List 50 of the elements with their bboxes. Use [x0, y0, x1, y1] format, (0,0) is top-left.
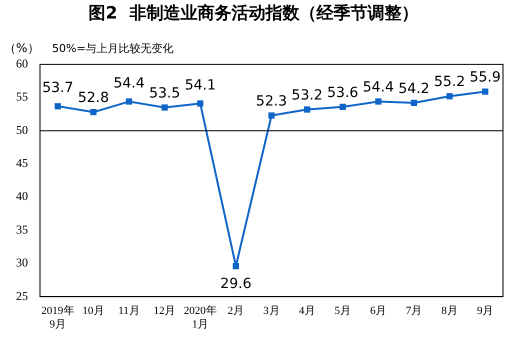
x-tick-label: 4月 — [298, 305, 316, 318]
x-tick-label: 10月 — [82, 305, 104, 318]
x-tick-label: 7月 — [406, 305, 422, 318]
data-label: 53.6 — [327, 84, 358, 101]
point — [126, 98, 132, 105]
x-tick-label: 5月 — [334, 305, 351, 318]
chart-title: 图2 非制造业商务活动指数（经季节调整） — [88, 4, 418, 24]
point — [54, 103, 61, 110]
y-tick-label: 45 — [16, 156, 28, 170]
y-axis-title: （%） — [4, 41, 40, 55]
data-label: 54.4 — [113, 76, 145, 92]
data-label: 55.2 — [434, 74, 466, 90]
data-label: 54.1 — [184, 78, 216, 94]
y-tick-label: 40 — [16, 189, 28, 204]
data-label: 55.9 — [470, 70, 501, 86]
point — [410, 100, 418, 106]
y-tick-label: 35 — [16, 222, 28, 236]
point — [90, 109, 97, 116]
point — [304, 106, 310, 113]
data-label: 54.4 — [362, 80, 394, 96]
x-tick-label: 9月 — [476, 305, 494, 318]
data-label: 52.3 — [256, 93, 288, 110]
x-tick-label: 3月 — [263, 305, 280, 318]
y-tick-label: 55 — [16, 90, 28, 104]
x-tick-label: 6月 — [370, 305, 387, 318]
data-label: 53.5 — [149, 86, 180, 102]
x-tick-label: 2月 — [228, 305, 244, 318]
point — [482, 88, 488, 95]
y-tick-label: 60 — [16, 56, 28, 71]
x-tick-label: 12月 — [154, 305, 176, 318]
x-tick-label: 8月 — [441, 305, 458, 318]
data-label: 52.8 — [78, 90, 110, 106]
data-label: 54.2 — [398, 80, 430, 97]
point — [446, 93, 453, 100]
point — [162, 104, 168, 111]
x-tick-label: 2019年 9月 — [41, 305, 74, 330]
y-tick-label: 25 — [16, 288, 28, 303]
x-tick-label: 11月 — [118, 305, 140, 318]
data-label: 29.6 — [220, 276, 252, 292]
point — [375, 98, 382, 105]
data-label: 53.2 — [292, 88, 323, 104]
point — [268, 112, 275, 119]
text: 50%=与上月比较无变化 — [52, 42, 174, 55]
point — [232, 262, 240, 270]
x-tick-label: 2020年 1月 — [184, 305, 217, 330]
y-tick-label: 50 — [16, 122, 28, 137]
point — [340, 104, 346, 110]
point — [197, 100, 204, 107]
y-tick-label: 30 — [16, 256, 28, 270]
data-label: 53.7 — [42, 80, 74, 96]
